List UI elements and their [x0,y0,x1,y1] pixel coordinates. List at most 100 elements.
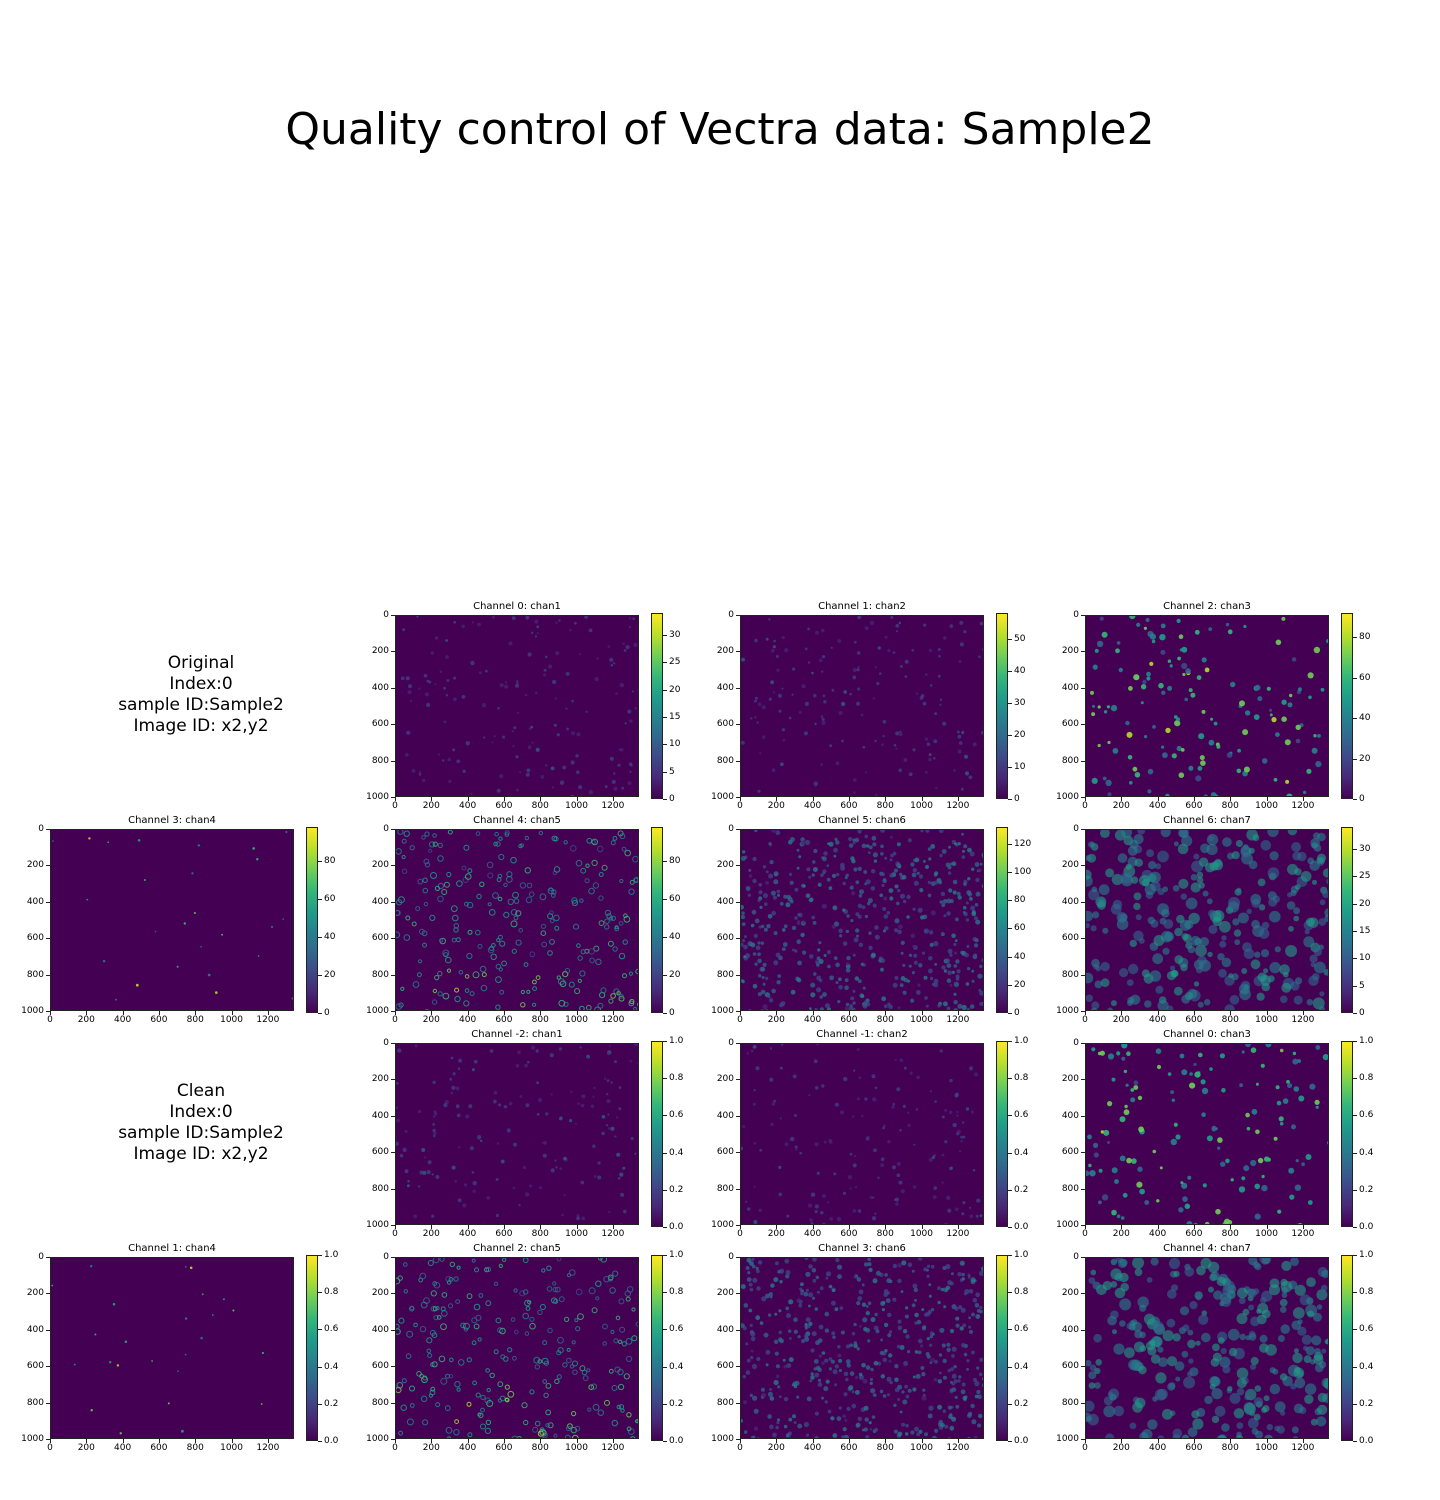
heatmap-cell [1187,1329,1194,1336]
heatmap-cell [1095,1359,1102,1366]
heatmap-cell [518,1203,521,1207]
heatmap-cell [1164,931,1174,942]
heatmap-cell [626,1355,633,1363]
y-tick-label: 200 [371,1288,389,1299]
panel-title: Channel 3: chan4 [128,815,216,826]
heatmap-image [740,1043,984,1225]
heatmap-cell [1263,1156,1270,1162]
colorbar-tick-label: 0.8 [324,1287,339,1298]
heatmap-cell [551,786,555,789]
heatmap-cell [1160,830,1171,838]
heatmap-cell [1180,1181,1184,1185]
heatmap-cell [913,953,918,958]
heatmap-cell [809,1379,813,1383]
heatmap-cell [775,952,781,958]
heatmap-cell [1198,857,1209,867]
x-tick-label: 800 [876,1443,894,1453]
heatmap-cell [552,1287,558,1293]
heatmap-cell [576,1214,580,1218]
heatmap-cell [1289,693,1293,698]
heatmap-cell [752,1102,756,1106]
heatmap-cell [909,1071,913,1075]
heatmap-cell [1097,743,1101,748]
heatmap-cell [1181,1069,1188,1076]
heatmap-cell [1119,1320,1126,1327]
heatmap-cell [1111,873,1123,886]
heatmap-cell [773,960,779,966]
heatmap-cell [863,1317,866,1321]
heatmap-cell [1145,617,1150,623]
heatmap-cell [845,1377,849,1382]
heatmap-cell [521,1402,528,1409]
heatmap-cell [769,860,774,865]
heatmap-cell [892,1263,898,1269]
heatmap-cell [1102,927,1109,934]
heatmap-cell [463,1000,470,1007]
heatmap-cell [457,1067,461,1070]
heatmap-cell [741,1146,744,1151]
heatmap-cell [914,1321,918,1325]
x-tick-mark [812,1011,814,1015]
heatmap-cell [1284,739,1291,746]
heatmap-cell [971,1350,975,1355]
heatmap-cell [857,687,861,691]
heatmap-cell [804,839,811,845]
x-tick-label: 1200 [1291,1015,1315,1025]
heatmap-cell [892,982,898,988]
heatmap-cell [507,1390,515,1398]
colorbar-tick-mark [1008,1292,1012,1294]
heatmap-cell [1110,1268,1122,1280]
x-tick-label: 400 [459,1443,477,1453]
x-tick-mark [467,797,469,801]
heatmap-cell [823,954,827,957]
heatmap-cell [776,668,780,672]
heatmap-cell [419,1170,424,1175]
heatmap-cell [924,864,930,870]
heatmap-cell [443,720,447,724]
heatmap-cell [819,1286,824,1291]
heatmap-cell [1199,937,1209,947]
heatmap-cell [951,1354,955,1358]
heatmap-cell [879,893,883,898]
y-tick-label: 0 [383,1252,389,1262]
heatmap-cell [768,998,774,1003]
heatmap-cell [928,757,932,762]
heatmap-cell [754,918,760,924]
colorbar-tick-label: 1.0 [324,1250,339,1260]
heatmap-cell [748,1308,753,1313]
heatmap-cell [554,1159,557,1162]
heatmap-cell [1119,1298,1132,1311]
heatmap-cell [834,1383,838,1387]
heatmap-cell [1236,1378,1247,1389]
heatmap-cell [953,1379,958,1384]
heatmap-cell [630,1436,636,1438]
heatmap-cell [762,1004,768,1010]
heatmap-cell [773,879,779,885]
y-tick-mark [1081,1079,1085,1081]
heatmap-cell [1269,1367,1276,1374]
heatmap-cell [1133,674,1140,681]
heatmap-cell [1241,968,1248,974]
heatmap-cell [413,1322,418,1328]
heatmap-cell [1138,1126,1144,1133]
heatmap-cell [1220,1347,1227,1355]
heatmap-cell [1287,830,1298,836]
heatmap-cell [424,831,430,837]
heatmap-cell [853,1343,858,1349]
heatmap-cell [782,928,786,932]
heatmap-cell [772,691,776,694]
heatmap-cell [517,1050,521,1055]
heatmap-cell [949,953,953,957]
heatmap-cell [894,976,899,980]
heatmap-cell [107,841,109,843]
heatmap-cell [821,1084,825,1088]
heatmap-cell [1197,1001,1204,1008]
heatmap-cell [1087,1413,1099,1426]
heatmap-cell [966,944,970,949]
heatmap-cell [796,939,801,944]
heatmap-cell [1172,1333,1181,1342]
x-tick-label: 200 [1112,1015,1130,1025]
colorbar-tick-label: 40 [1014,951,1026,962]
heatmap-cell [852,838,856,842]
heatmap-cell [615,1315,621,1321]
